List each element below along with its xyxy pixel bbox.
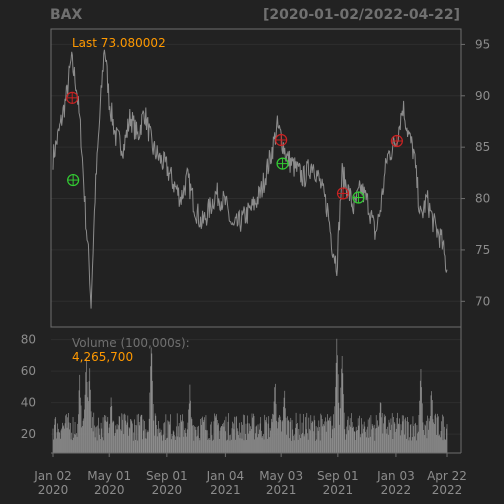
- x-tick-label-month: May 03: [259, 469, 303, 483]
- x-tick-label-month: Apr 22: [427, 469, 467, 483]
- volume-tick-label: 20: [21, 427, 36, 441]
- x-tick-label-year: 2022: [381, 483, 412, 497]
- price-line: [52, 49, 448, 309]
- sell-signal-marker: [275, 133, 288, 147]
- volume-tick-label: 40: [21, 396, 36, 410]
- price-tick-label: 80: [475, 192, 490, 206]
- volume-tick-label: 60: [21, 364, 36, 378]
- chart-date-range: [2020-01-02/2022-04-22]: [263, 7, 460, 23]
- sell-signal-marker: [336, 187, 350, 200]
- price-tick-label: 85: [475, 140, 490, 154]
- volume-tick-label: 80: [21, 333, 36, 347]
- price-tick-label: 70: [475, 294, 490, 308]
- x-tick-label-month: Jan 04: [206, 469, 245, 483]
- x-tick-label-year: 2022: [432, 483, 463, 497]
- sell-signal-marker: [390, 134, 403, 148]
- volume-label: Volume (100,000s):: [72, 336, 190, 350]
- x-tick-label-month: Sep 01: [146, 469, 188, 483]
- x-tick-label-year: 2021: [323, 483, 354, 497]
- price-tick-label: 75: [475, 243, 490, 257]
- x-tick-label-year: 2020: [94, 483, 125, 497]
- buy-signal-marker: [276, 157, 289, 170]
- x-tick-label-month: Jan 02: [33, 469, 72, 483]
- x-tick-label-year: 2020: [38, 483, 69, 497]
- buy-signal-marker: [67, 173, 80, 187]
- price-grid: [51, 43, 461, 302]
- x-tick-label-month: May 01: [87, 469, 131, 483]
- buy-signal-marker: [352, 191, 365, 204]
- volume-bars: [52, 338, 448, 453]
- signal-markers: [66, 91, 403, 204]
- price-axis: 70 75 80 85 90 95: [461, 37, 490, 308]
- last-price-label: Last 73.080002: [72, 36, 166, 50]
- x-tick-label-year: 2021: [210, 483, 241, 497]
- price-tick-label: 90: [475, 89, 490, 103]
- x-tick-label-month: Sep 01: [317, 469, 359, 483]
- x-tick-label-year: 2021: [266, 483, 297, 497]
- x-tick-label-month: Jan 03: [376, 469, 415, 483]
- chart-symbol: BAX: [50, 7, 83, 23]
- sell-signal-marker: [66, 91, 79, 104]
- x-tick-label-year: 2020: [152, 483, 183, 497]
- volume-last-value: 4,265,700: [72, 350, 133, 364]
- volume-axis: 20 40 60 80: [21, 333, 36, 442]
- price-series: [52, 49, 448, 309]
- price-tick-label: 95: [475, 37, 490, 51]
